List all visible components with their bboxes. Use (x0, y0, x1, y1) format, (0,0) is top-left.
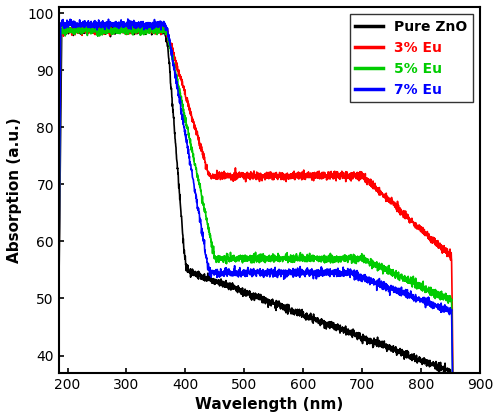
3% Eu (439, 243, 445, 248)
Pure ZnO (56, 303, 62, 308)
Pure ZnO (248, 294, 254, 299)
5% Eu (439, 293, 445, 298)
3% Eu (439, 247, 445, 252)
7% Eu (439, 309, 445, 314)
3% Eu (56, 306, 62, 311)
5% Eu (56, 306, 62, 311)
X-axis label: Wavelength (nm): Wavelength (nm) (195, 397, 344, 412)
Line: 7% Eu: 7% Eu (58, 19, 454, 419)
3% Eu (450, 401, 456, 406)
3% Eu (366, 179, 372, 184)
3% Eu (76, 29, 82, 34)
Legend: Pure ZnO, 3% Eu, 5% Eu, 7% Eu: Pure ZnO, 3% Eu, 5% Eu, 7% Eu (350, 14, 473, 102)
Pure ZnO (366, 338, 372, 343)
Pure ZnO (97, 20, 103, 25)
3% Eu (116, 21, 122, 26)
3% Eu (238, 175, 244, 180)
Pure ZnO (76, 28, 82, 34)
Line: 5% Eu: 5% Eu (58, 25, 454, 419)
5% Eu (248, 260, 254, 265)
5% Eu (238, 253, 244, 258)
5% Eu (65, 22, 71, 27)
7% Eu (238, 270, 244, 275)
Line: 3% Eu: 3% Eu (58, 24, 454, 403)
7% Eu (248, 268, 254, 273)
5% Eu (76, 26, 82, 31)
Line: Pure ZnO: Pure ZnO (58, 23, 454, 419)
Pure ZnO (439, 367, 445, 372)
Pure ZnO (238, 286, 244, 291)
7% Eu (56, 304, 62, 309)
7% Eu (366, 280, 372, 285)
7% Eu (125, 16, 131, 21)
5% Eu (366, 264, 372, 269)
Y-axis label: Absorption (a.u.): Absorption (a.u.) (7, 117, 22, 263)
7% Eu (439, 305, 445, 310)
3% Eu (248, 169, 254, 174)
5% Eu (439, 292, 445, 297)
Pure ZnO (439, 365, 445, 370)
7% Eu (76, 24, 82, 29)
